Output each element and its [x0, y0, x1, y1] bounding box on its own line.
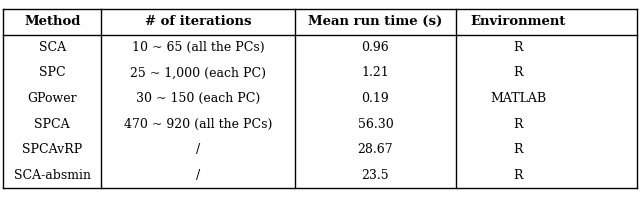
Text: SPC: SPC: [39, 66, 66, 79]
Text: 28.67: 28.67: [358, 143, 393, 156]
Text: SPCA: SPCA: [35, 118, 70, 131]
Text: Mean run time (s): Mean run time (s): [308, 15, 443, 28]
Text: Method: Method: [24, 15, 81, 28]
Text: MATLAB: MATLAB: [490, 92, 546, 105]
Text: 30 ~ 150 (each PC): 30 ~ 150 (each PC): [136, 92, 260, 105]
Text: GPower: GPower: [28, 92, 77, 105]
Text: 0.19: 0.19: [362, 92, 389, 105]
Text: 23.5: 23.5: [362, 169, 389, 182]
Text: R: R: [513, 169, 523, 182]
Text: SPCAvRP: SPCAvRP: [22, 143, 83, 156]
Text: 25 ~ 1,000 (each PC): 25 ~ 1,000 (each PC): [130, 66, 266, 79]
Text: # of iterations: # of iterations: [145, 15, 252, 28]
Text: 0.96: 0.96: [362, 41, 389, 54]
Text: 470 ~ 920 (all the PCs): 470 ~ 920 (all the PCs): [124, 118, 272, 131]
Text: 10 ~ 65 (all the PCs): 10 ~ 65 (all the PCs): [132, 41, 264, 54]
Text: /: /: [196, 169, 200, 182]
Text: R: R: [513, 66, 523, 79]
Text: R: R: [513, 143, 523, 156]
Text: SCA-absmin: SCA-absmin: [14, 169, 91, 182]
Text: R: R: [513, 41, 523, 54]
Text: Environment: Environment: [470, 15, 566, 28]
Text: /: /: [196, 143, 200, 156]
Text: 56.30: 56.30: [358, 118, 394, 131]
Text: 1.21: 1.21: [362, 66, 389, 79]
Text: R: R: [513, 118, 523, 131]
Text: SCA: SCA: [39, 41, 66, 54]
